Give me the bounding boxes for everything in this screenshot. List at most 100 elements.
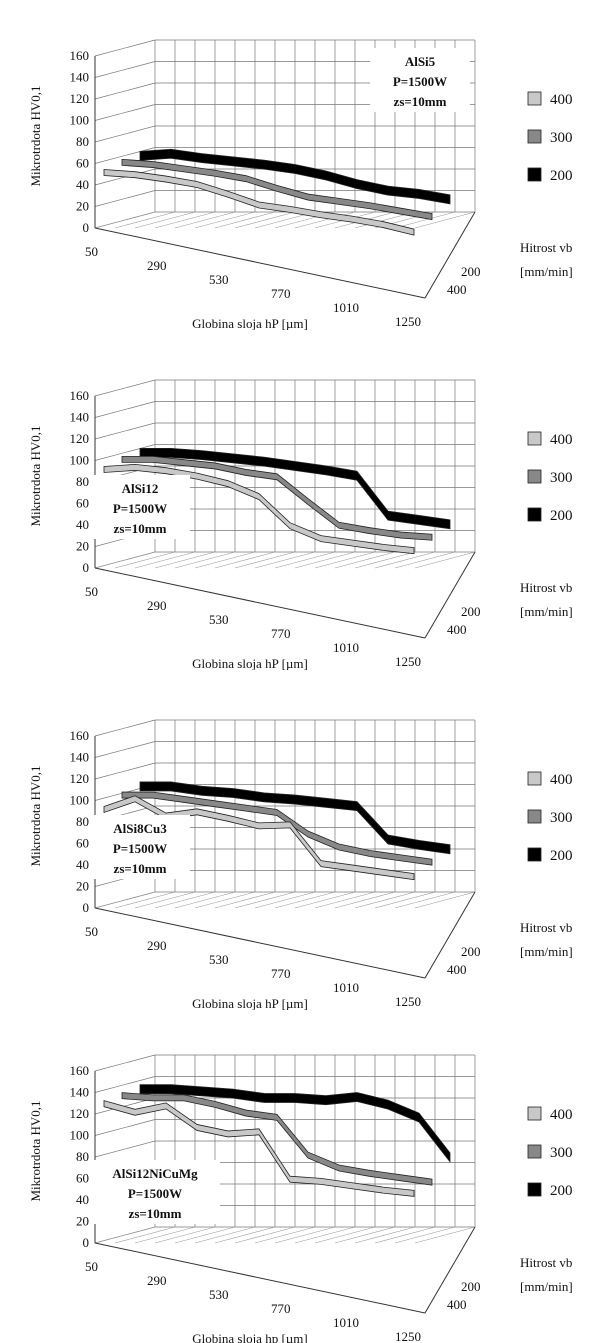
- floor-grid-line: [114, 891, 176, 909]
- chart-panel-alsi5: 0 20 40 60 80 100 120 140 160 50 290 530 770 1010 1250…: [0, 0, 607, 330]
- y-axis-label: Mikrotrdota HV0,1: [28, 765, 43, 866]
- floor-grid-line: [354, 1226, 416, 1244]
- floor-grid-line: [354, 551, 416, 569]
- y-tick-label: 160: [70, 1063, 90, 1078]
- legend-swatch-300: [527, 469, 542, 484]
- ribbon-series-200: [139, 781, 451, 855]
- legend-label: 300: [550, 130, 573, 146]
- floor-grid-line: [374, 891, 436, 909]
- floor-grid-line: [214, 551, 276, 569]
- floor-grid-line: [114, 551, 176, 569]
- floor-grid-line: [294, 891, 356, 909]
- ribbon-series-400: [103, 169, 415, 236]
- legend-label: 200: [550, 508, 573, 524]
- side-grid-line: [94, 762, 156, 780]
- y-tick-label: 120: [70, 1106, 90, 1121]
- floor-grid-line: [194, 891, 256, 909]
- ribbon-series-300: [121, 791, 433, 866]
- z-axis-unit: [mm/min]: [520, 604, 573, 619]
- floor-grid-line: [394, 1226, 456, 1244]
- floor-grid-line: [234, 1226, 296, 1244]
- y-axis-label: Mikrotrdota HV0,1: [28, 1100, 43, 1201]
- floor-grid-line: [94, 891, 156, 909]
- z-axis-unit: [mm/min]: [520, 1279, 573, 1294]
- floor-grid-line: [254, 891, 316, 909]
- annotation-line: P=1500W: [393, 74, 447, 89]
- floor-grid-line: [114, 211, 176, 229]
- y-tick-label: 40: [76, 1192, 89, 1207]
- floor-grid-line: [414, 551, 476, 569]
- z-axis-line: [424, 1226, 476, 1314]
- annotation-line: AlSi12: [122, 481, 159, 496]
- floor-grid-line: [134, 891, 196, 909]
- legend-swatch-200: [527, 507, 542, 522]
- side-grid-line: [94, 190, 156, 207]
- y-tick-label: 100: [70, 453, 90, 468]
- floor-grid-line: [94, 551, 156, 569]
- floor-grid-line: [134, 551, 196, 569]
- floor-grid-line: [154, 551, 216, 569]
- ribbon-series-300: [121, 1092, 433, 1186]
- x-tick-label: 1010: [333, 1315, 359, 1330]
- floor-grid-line: [414, 211, 476, 229]
- x-axis-label: Globina sloja hP [µm]: [192, 316, 308, 330]
- y-tick-label: 40: [76, 517, 89, 532]
- floor-grid-line: [114, 1226, 176, 1244]
- legend-label: 300: [550, 810, 573, 826]
- y-tick-label: 0: [83, 1235, 90, 1250]
- x-tick-label: 290: [147, 598, 167, 613]
- z-tick-label: 200: [461, 264, 481, 279]
- x-tick-label: 50: [85, 924, 98, 939]
- x-tick-label: 770: [271, 1301, 291, 1316]
- floor-grid-line: [394, 211, 456, 229]
- z-tick-label: 200: [461, 944, 481, 959]
- legend-label: 400: [550, 772, 573, 788]
- floor-grid-line: [274, 891, 336, 909]
- floor-grid-line: [254, 551, 316, 569]
- y-tick-label: 20: [76, 1214, 89, 1229]
- legend-label: 400: [550, 92, 573, 108]
- floor-grid-line: [234, 891, 296, 909]
- x-axis-label: Globina sloja hP [µm]: [192, 996, 308, 1010]
- x-tick-label: 1250: [395, 1329, 421, 1343]
- annotation-line: AlSi8Cu3: [113, 821, 167, 836]
- side-grid-line: [94, 444, 156, 461]
- annotation-box: [90, 1160, 220, 1224]
- z-axis-label: Hitrost vb: [520, 580, 572, 595]
- y-tick-label: 160: [70, 48, 90, 63]
- y-tick-label: 80: [76, 474, 89, 489]
- chart-panel-alsi8cu3: 0 20 40 60 80 100 120 140 160 50 290 530 770 1010 1250…: [0, 680, 607, 1010]
- x-axis-line: [94, 1242, 426, 1314]
- floor-grid-line: [274, 1226, 336, 1244]
- floor-grid-line: [314, 891, 376, 909]
- floor-grid-line: [414, 1226, 476, 1244]
- legend-swatch-400: [527, 771, 542, 786]
- annotation-line: AlSi12NiCuMg: [112, 1166, 198, 1181]
- floor-grid-line: [314, 1226, 376, 1244]
- legend-label: 400: [550, 432, 573, 448]
- legend-swatch-300: [527, 1144, 542, 1159]
- floor-grid-line: [334, 1226, 396, 1244]
- annotation-line: zs=10mm: [114, 521, 167, 536]
- floor-grid-line: [154, 1226, 216, 1244]
- x-tick-label: 50: [85, 584, 98, 599]
- z-tick-label: 400: [447, 282, 467, 297]
- z-axis-line: [424, 551, 476, 639]
- legend-label: 400: [550, 1107, 573, 1123]
- chart-panel-alsi12: 0 20 40 60 80 100 120 140 160 50 290 530 770 1010 1250…: [0, 340, 607, 670]
- y-tick-label: 100: [70, 1128, 90, 1143]
- side-grid-line: [94, 61, 156, 78]
- x-axis-line: [94, 567, 426, 639]
- x-tick-label: 1010: [333, 300, 359, 315]
- legend-swatch-200: [527, 847, 542, 862]
- chart-svg: 0 20 40 60 80 100 120 140 160 50 290 530 770 1010 1250…: [28, 1054, 573, 1343]
- ribbon-series-300: [121, 455, 433, 541]
- side-grid-line: [94, 1140, 156, 1158]
- floor-grid-line: [94, 211, 156, 229]
- x-tick-label: 290: [147, 1273, 167, 1288]
- side-grid-line: [94, 422, 156, 440]
- y-tick-label: 120: [70, 91, 90, 106]
- y-tick-label: 60: [76, 1171, 89, 1186]
- floor-grid-line: [294, 211, 356, 229]
- x-tick-label: 50: [85, 244, 98, 259]
